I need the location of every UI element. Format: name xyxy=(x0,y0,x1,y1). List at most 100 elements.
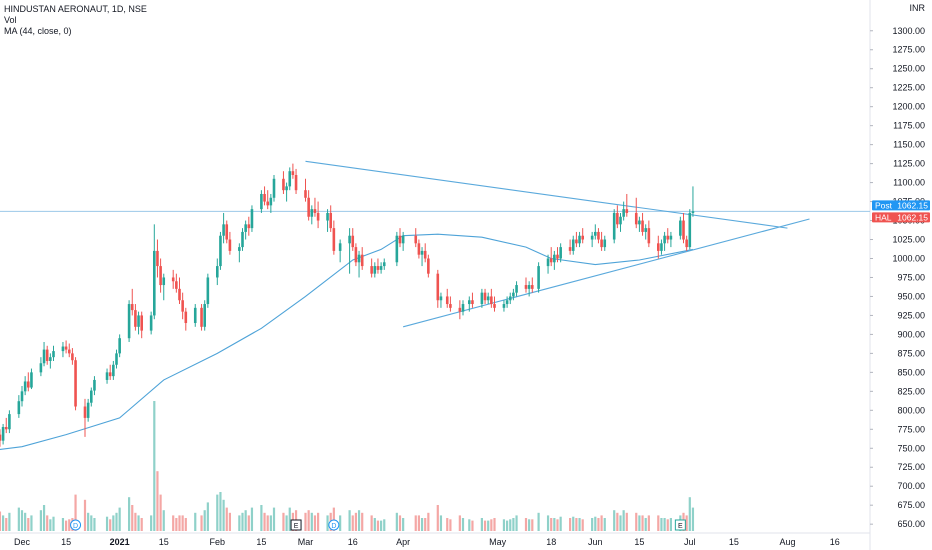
candle-body xyxy=(206,277,210,305)
candle-body xyxy=(272,178,276,198)
candle-body xyxy=(354,247,358,263)
earnings-marker: E xyxy=(674,519,686,531)
price-tick-label: 1175.00 xyxy=(893,121,925,131)
candle-body xyxy=(134,310,137,327)
price-tick-label: 1300.00 xyxy=(892,26,925,36)
price-tick-label: 950.00 xyxy=(897,291,925,301)
volume-bar xyxy=(594,516,597,531)
volume-bar xyxy=(515,515,518,531)
volume-bar xyxy=(184,518,187,531)
candle-body xyxy=(638,220,641,225)
price-tick-label: 975.00 xyxy=(897,272,925,282)
price-tick-label: 875.00 xyxy=(897,348,925,358)
candle-body xyxy=(61,346,65,352)
candle-body xyxy=(228,239,232,251)
volume-bar xyxy=(30,515,33,531)
volume-bar xyxy=(597,518,600,531)
candle-body xyxy=(575,239,578,244)
volume-bar xyxy=(436,505,439,531)
candle-body xyxy=(86,402,90,418)
candle-body xyxy=(559,247,562,259)
candle-body xyxy=(8,414,11,430)
volume-bar xyxy=(373,518,376,531)
candle-body xyxy=(332,228,336,251)
candle-body xyxy=(612,212,616,240)
event-marker-label: E xyxy=(294,523,299,530)
time-tick-label: Apr xyxy=(396,537,410,547)
volume-bar xyxy=(578,518,581,531)
volume-bar xyxy=(153,401,156,531)
time-tick-label: 16 xyxy=(348,537,358,547)
volume-bar xyxy=(74,494,77,531)
volume-bar xyxy=(46,515,49,531)
volume-bars xyxy=(0,401,695,531)
dividend-marker-shape xyxy=(328,519,340,531)
volume-bar xyxy=(159,494,162,531)
time-tick-label: 15 xyxy=(634,537,644,547)
price-tick-label: 850.00 xyxy=(897,367,925,377)
volume-bar xyxy=(398,515,402,531)
candle-body xyxy=(360,254,364,267)
candle-body xyxy=(480,292,484,305)
time-tick-label: May xyxy=(489,537,507,547)
candle-body xyxy=(108,372,112,377)
volume-bar xyxy=(266,515,269,531)
candle-body xyxy=(140,315,143,331)
volume-bar xyxy=(282,512,285,531)
candle-body xyxy=(83,406,87,418)
volume-bar xyxy=(383,519,386,531)
volume-bar xyxy=(90,515,93,531)
price-tick-label: 700.00 xyxy=(897,481,925,491)
candle-body xyxy=(616,212,619,225)
volume-bar xyxy=(420,518,424,531)
volume-bar xyxy=(238,515,241,531)
volume-bar xyxy=(200,515,203,531)
time-tick-label: 15 xyxy=(61,537,71,547)
volume-bar xyxy=(660,518,663,531)
candle-body xyxy=(398,235,402,244)
volume-bar xyxy=(600,515,603,531)
candle-body xyxy=(203,304,206,327)
volume-bar xyxy=(402,518,405,531)
candle-body xyxy=(1,427,5,441)
candle-body xyxy=(200,307,203,327)
candle-body xyxy=(527,285,531,289)
candle-body xyxy=(263,193,266,202)
price-tick-label: 750.00 xyxy=(897,443,925,453)
volume-bar xyxy=(357,510,361,531)
volume-bar xyxy=(52,516,55,531)
volume-bar xyxy=(339,515,342,531)
volume-bar xyxy=(461,518,465,531)
candle-body xyxy=(468,300,471,305)
volume-bar xyxy=(361,512,364,531)
candle-body xyxy=(52,351,55,358)
candle-body xyxy=(471,300,474,305)
volume-bar xyxy=(354,512,357,531)
candle-body xyxy=(669,235,673,240)
candle-body xyxy=(288,171,292,187)
price-tag-post: Post 1062.15 xyxy=(872,200,930,211)
candle-body xyxy=(373,266,377,274)
candle-body xyxy=(508,296,512,301)
candle-body xyxy=(401,235,405,244)
earnings-marker-shape xyxy=(674,519,686,531)
candle-body xyxy=(420,250,424,255)
price-tick-label: 1225.00 xyxy=(892,83,925,93)
candle-body xyxy=(679,220,682,236)
volume-bar xyxy=(483,520,487,531)
candle-body xyxy=(486,296,490,301)
volume-bar xyxy=(216,494,219,531)
candle-body xyxy=(42,349,46,364)
volume-bar xyxy=(575,518,578,531)
candle-body xyxy=(449,304,452,308)
volume-bar xyxy=(417,515,420,531)
volume-bar xyxy=(263,512,266,531)
volume-bar xyxy=(162,510,165,531)
candle-body xyxy=(663,235,666,244)
candle-body xyxy=(105,372,109,380)
candle-body xyxy=(505,300,509,305)
volume-bar xyxy=(134,512,137,531)
dividend-marker: D xyxy=(70,519,82,531)
volume-bar xyxy=(307,510,310,531)
